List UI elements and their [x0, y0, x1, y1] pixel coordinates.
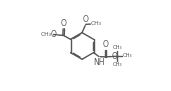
- Text: O: O: [51, 30, 57, 39]
- Text: CH₃: CH₃: [91, 21, 102, 26]
- Text: CH₃: CH₃: [41, 32, 52, 37]
- Text: NH: NH: [93, 58, 105, 67]
- Text: O: O: [103, 40, 108, 49]
- Text: CH₃: CH₃: [123, 53, 133, 58]
- Text: CH₃: CH₃: [113, 45, 122, 50]
- Text: O: O: [61, 19, 67, 28]
- Text: O: O: [112, 52, 118, 61]
- Text: CH₃: CH₃: [113, 62, 122, 67]
- Text: O: O: [82, 15, 88, 24]
